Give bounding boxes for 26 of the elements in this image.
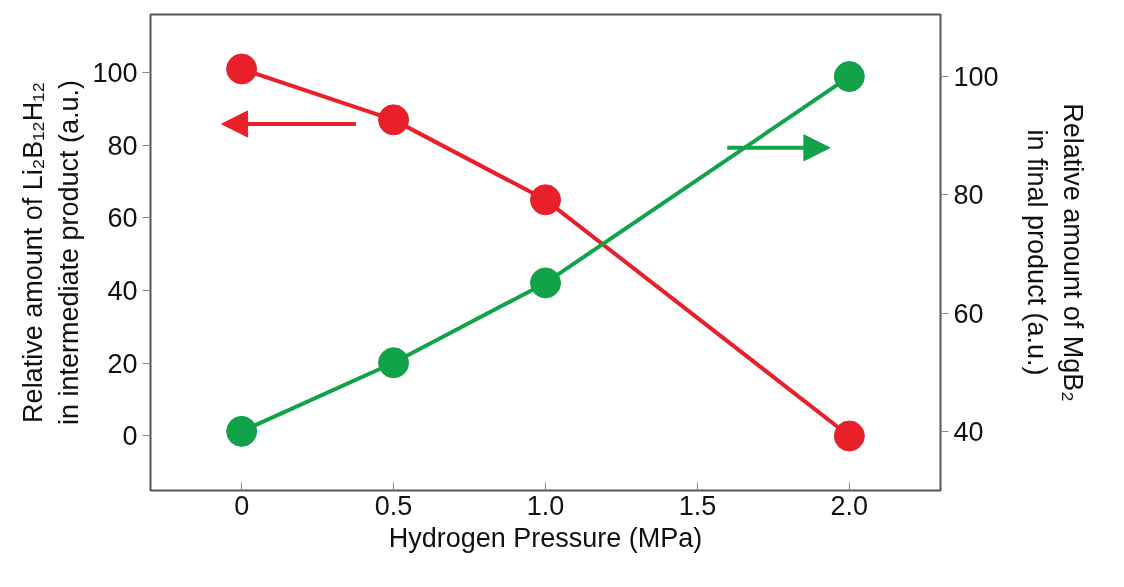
y-tick-label: 40 bbox=[107, 276, 138, 307]
y-tick-label: 0 bbox=[122, 421, 138, 452]
y-tick-label: 100 bbox=[92, 58, 138, 89]
x-tick-label: 0 bbox=[234, 490, 250, 521]
point bbox=[226, 53, 258, 85]
point bbox=[378, 104, 410, 136]
point bbox=[530, 184, 561, 216]
y2-tick-label: 80 bbox=[953, 180, 984, 211]
x-tick-label: 1.0 bbox=[526, 490, 565, 521]
x-axis-title: Hydrogen Pressure (MPa) bbox=[388, 522, 703, 553]
x-tick-label: 1.5 bbox=[678, 490, 717, 521]
x-tick-label: 2.0 bbox=[830, 490, 869, 521]
point bbox=[833, 420, 865, 452]
y-tick-label: 20 bbox=[107, 348, 138, 379]
y2-tick-label: 60 bbox=[953, 298, 984, 329]
point bbox=[226, 415, 258, 447]
y-tick-label: 60 bbox=[107, 203, 138, 234]
y2-axis-title: Relative amount of MgB₂ in final product (a.u.) bbox=[1021, 103, 1088, 402]
y-tick-label: 80 bbox=[107, 130, 138, 161]
y-axis-title: Relative amount of Li₂B₁₂H₁₂ in intermediate product (a.u.) bbox=[18, 79, 85, 426]
y2-tick-label: 40 bbox=[953, 416, 984, 447]
point bbox=[833, 61, 865, 93]
y2-tick-label: 100 bbox=[953, 62, 999, 93]
point bbox=[530, 267, 561, 299]
x-tick-label: 0.5 bbox=[374, 490, 413, 521]
point bbox=[378, 347, 410, 379]
